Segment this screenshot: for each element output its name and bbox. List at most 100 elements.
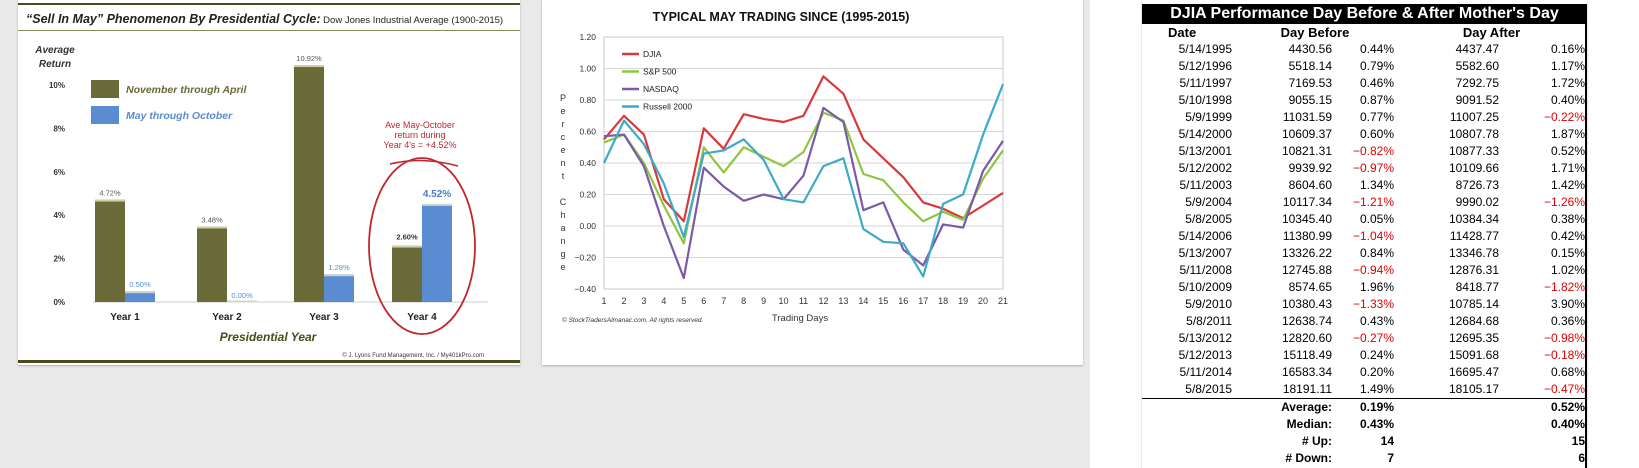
cell-date: 5/13/2012 xyxy=(1178,331,1232,345)
cell-pct-after: 1.17% xyxy=(1550,59,1585,73)
cell-pct-after: 1.87% xyxy=(1550,127,1585,141)
x-tick-label: 4 xyxy=(661,296,666,306)
x-tick-label: 5 xyxy=(681,296,686,306)
x-tick-label: 7 xyxy=(721,296,726,306)
bar-may-oct xyxy=(125,291,155,302)
may-trading-line-chart: TYPICAL MAY TRADING SINCE (1995-2015) 1.2… xyxy=(560,10,1008,324)
y-tick-label: 0.00 xyxy=(579,221,596,231)
header-day-after: Day After xyxy=(1462,25,1521,40)
x-tick-label: 2 xyxy=(621,296,626,306)
djia-table-panel: DJIA Performance Day Before & After Moth… xyxy=(1142,0,1587,468)
cell-close-before: 5518.14 xyxy=(1288,59,1332,73)
cell-close-before: 12820.60 xyxy=(1281,331,1332,345)
summary-row: Median: 0.43% 0.40% xyxy=(1142,416,1587,433)
cell-pct-after: 1.42% xyxy=(1550,178,1585,192)
cell-blank xyxy=(1396,433,1501,450)
x-category-label: Year 4 xyxy=(407,312,437,323)
cell-blank xyxy=(1396,416,1501,433)
cell-date: 5/11/2014 xyxy=(1179,365,1233,379)
title-underline xyxy=(18,30,520,31)
cell-close-before: 12745.88 xyxy=(1281,263,1332,277)
header-day-before: Day Before xyxy=(1280,25,1350,40)
x-tick-label: 18 xyxy=(938,296,948,306)
cell-date: 5/11/2008 xyxy=(1179,263,1233,277)
x-axis-title: Trading Days xyxy=(772,313,828,324)
x-tick-label: 17 xyxy=(918,296,928,306)
y-axis-label-line2: Return xyxy=(39,59,71,70)
cell-close-after: 12695.35 xyxy=(1448,331,1499,345)
cell-date: 5/13/2007 xyxy=(1178,246,1232,260)
summary-before: 0.19% xyxy=(1334,398,1396,416)
table-row: 5/9/1999 11031.59 0.77% 11007.25 −0.22% xyxy=(1142,109,1587,126)
cell-pct-before: 1.96% xyxy=(1359,280,1394,294)
bar-data-label: 1.28% xyxy=(328,263,350,272)
y-axis-label-line1: Average xyxy=(34,45,75,56)
cell-close-after: 4437.47 xyxy=(1455,42,1499,56)
x-tick-label: 15 xyxy=(878,296,888,306)
table-right-border xyxy=(1585,24,1587,468)
cell-blank xyxy=(1142,416,1234,433)
summary-label: # Down: xyxy=(1285,451,1332,465)
series-line-s-p-500 xyxy=(603,111,1004,245)
chart-title-main: “Sell In May” Phenomenon By Presidential… xyxy=(26,12,321,26)
summary-before: 0.43% xyxy=(1359,417,1394,431)
y-tick-label: −0.20 xyxy=(574,253,596,263)
x-tick-label: 16 xyxy=(898,296,908,306)
cell-close-before: 12638.74 xyxy=(1281,314,1332,328)
cell-close-after: 9091.52 xyxy=(1455,93,1499,107)
annotation-text: return during xyxy=(394,130,445,140)
cell-date: 5/10/1998 xyxy=(1178,93,1232,107)
legend-swatch xyxy=(91,106,119,124)
cell-date: 5/11/2003 xyxy=(1179,178,1233,192)
x-tick-label: 12 xyxy=(818,296,828,306)
table-row: 5/12/2002 9939.92 −0.97% 10109.66 1.71% xyxy=(1142,160,1587,177)
cell-pct-before: −1.33% xyxy=(1352,297,1394,311)
summary-row: Average: 0.19% 0.52% xyxy=(1142,398,1587,416)
cell-close-before: 9055.15 xyxy=(1288,93,1332,107)
year4-highlight-ellipse xyxy=(368,157,476,335)
cell-date: 5/14/1995 xyxy=(1178,42,1232,56)
cell-pct-after: −1.26% xyxy=(1543,195,1585,209)
x-tick-label: 20 xyxy=(978,296,988,306)
cell-pct-before: −0.97% xyxy=(1352,161,1394,175)
chart-title: “Sell In May” Phenomenon By Presidential… xyxy=(26,12,503,26)
cell-pct-before: 0.44% xyxy=(1359,42,1394,56)
cell-close-before: 8574.65 xyxy=(1288,280,1332,294)
y-axis-label-letter: c xyxy=(561,132,566,142)
cell-close-after: 8418.77 xyxy=(1455,280,1499,294)
cell-pct-after: 0.40% xyxy=(1550,93,1585,107)
table-row: 5/8/2011 12638.74 0.43% 12684.68 0.36% xyxy=(1142,313,1587,330)
cell-pct-after: 0.36% xyxy=(1550,314,1585,328)
table-row: 5/13/2012 12820.60 −0.27% 12695.35 −0.98% xyxy=(1142,330,1587,347)
cell-close-after: 7292.75 xyxy=(1455,76,1499,90)
x-category-label: Year 1 xyxy=(110,312,140,323)
summary-row: # Up: 14 15 xyxy=(1142,433,1587,450)
cell-close-before: 13326.22 xyxy=(1281,246,1332,260)
bar-data-label: 2.60% xyxy=(396,233,418,242)
table-row: 5/10/2009 8574.65 1.96% 8418.77 −1.82% xyxy=(1142,279,1587,296)
cell-close-before: 10821.31 xyxy=(1281,144,1332,158)
bar-top-highlight xyxy=(422,203,452,206)
cell-close-before: 9939.92 xyxy=(1288,161,1332,175)
header-date: Date xyxy=(1168,25,1197,40)
top-rule xyxy=(18,3,520,5)
cell-close-after: 16695.47 xyxy=(1448,365,1499,379)
cell-pct-before: −0.27% xyxy=(1352,331,1394,345)
cell-close-before: 11031.59 xyxy=(1282,110,1332,124)
table-row: 5/9/2004 10117.34 −1.21% 9990.02 −1.26% xyxy=(1142,194,1587,211)
cell-pct-after: 0.52% xyxy=(1550,144,1585,158)
bar-nov-apr xyxy=(392,245,422,302)
y-tick-label: 1.00 xyxy=(579,64,596,74)
table-row: 5/8/2005 10345.40 0.05% 10384.34 0.38% xyxy=(1142,211,1587,228)
table-row: 5/8/2015 18191.11 1.49% 18105.17 −0.47% xyxy=(1142,381,1587,399)
y-axis-label-letter: e xyxy=(560,106,565,116)
chart-credit: © StockTradersAlmanac.com. All rights re… xyxy=(562,316,704,324)
cell-blank xyxy=(1396,450,1501,467)
djia-performance-table: Date Day Before Day After 5/14/1995 4430.… xyxy=(1142,24,1587,467)
cell-close-before: 10609.37 xyxy=(1281,127,1332,141)
cell-close-before: 15118.49 xyxy=(1282,348,1332,362)
table-row: 5/12/1996 5518.14 0.79% 5582.60 1.17% xyxy=(1142,58,1587,75)
series-line-nasdaq xyxy=(603,106,1004,280)
x-tick-label: 10 xyxy=(779,296,789,306)
y-tick-label: 10% xyxy=(49,81,65,90)
